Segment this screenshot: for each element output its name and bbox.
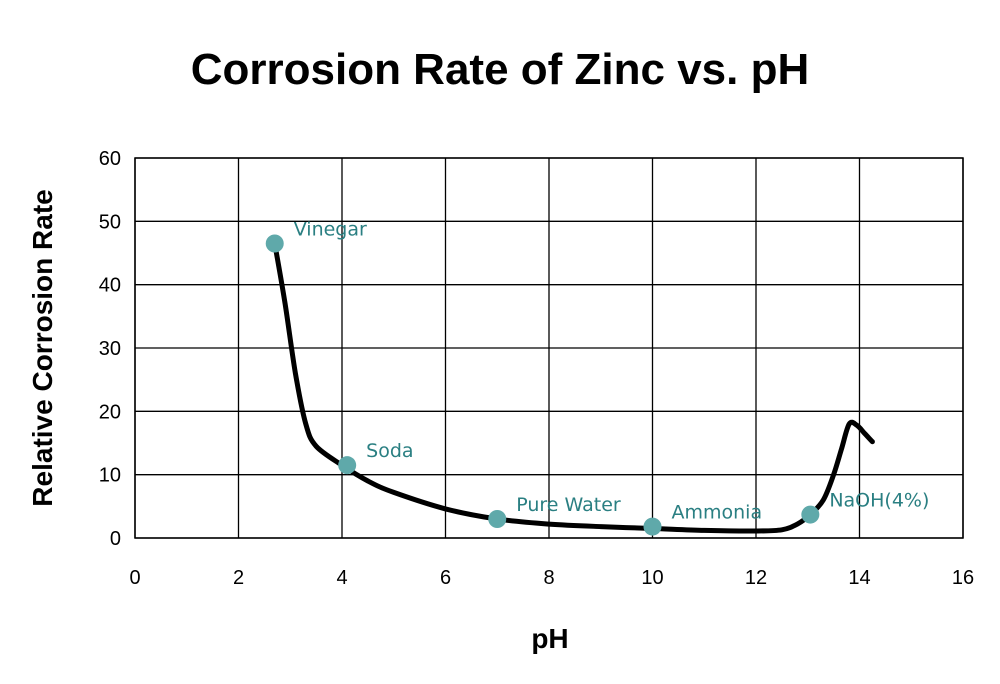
annotation-label: Ammonia — [672, 502, 763, 524]
x-tick-label: 14 — [848, 567, 870, 589]
series — [272, 241, 875, 534]
data-point-marker — [488, 510, 507, 528]
annotation-label: Vinegar — [294, 219, 367, 241]
series-line — [272, 241, 875, 534]
y-tick-label: 40 — [99, 275, 121, 297]
x-tick-label: 16 — [952, 567, 974, 589]
x-tick-label: 8 — [543, 567, 554, 589]
plot-area-border — [134, 157, 964, 539]
x-tick-label: 0 — [129, 567, 140, 589]
x-axis-title: pH — [531, 623, 568, 654]
tick-labels: 0 2 4 6 8 10 12 14 16 0 10 20 30 40 50 60 — [99, 148, 974, 589]
y-tick-label: 20 — [99, 401, 121, 423]
annotations: Vinegar Soda Pure Water Ammonia NaOH(4%) — [265, 219, 929, 536]
data-point-marker — [338, 456, 357, 475]
grid — [134, 157, 964, 539]
x-tick-label: 10 — [641, 567, 663, 589]
y-tick-label: 30 — [99, 338, 121, 360]
data-point-marker — [643, 517, 662, 536]
x-tick-label: 2 — [233, 567, 244, 589]
annotation-label: NaOH(4%) — [829, 490, 929, 512]
x-tick-label: 4 — [336, 567, 347, 589]
y-tick-label: 50 — [99, 211, 121, 233]
data-point-marker — [265, 234, 284, 253]
y-tick-label: 10 — [99, 465, 121, 487]
x-tick-label: 6 — [440, 567, 451, 589]
y-axis-title: Relative Corrosion Rate — [27, 189, 58, 506]
data-point-marker — [801, 505, 820, 524]
y-tick-label: 0 — [110, 528, 121, 550]
x-tick-label: 12 — [745, 567, 767, 589]
annotation-label: Pure Water — [516, 494, 621, 516]
annotation-label: Soda — [366, 440, 413, 462]
chart-title: Corrosion Rate of Zinc vs. pH — [191, 45, 810, 94]
y-tick-label: 60 — [99, 148, 121, 170]
